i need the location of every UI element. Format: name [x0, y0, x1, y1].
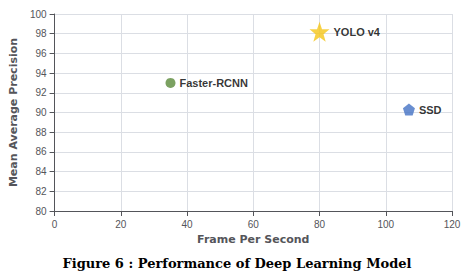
svg-text:92: 92	[35, 87, 47, 98]
svg-text:0: 0	[52, 219, 58, 230]
svg-text:82: 82	[35, 186, 47, 197]
svg-text:20: 20	[115, 219, 127, 230]
svg-text:96: 96	[35, 48, 47, 59]
svg-text:Faster-RCNN: Faster-RCNN	[179, 77, 248, 89]
svg-text:60: 60	[248, 219, 260, 230]
svg-text:94: 94	[35, 68, 47, 79]
svg-text:100: 100	[377, 219, 394, 230]
svg-text:100: 100	[30, 9, 47, 20]
svg-text:80: 80	[314, 219, 326, 230]
svg-text:Figure 6 : Performance of Deep: Figure 6 : Performance of Deep Learning …	[63, 256, 412, 271]
svg-text:SSD: SSD	[419, 104, 442, 116]
svg-text:120: 120	[444, 219, 461, 230]
svg-text:98: 98	[35, 28, 47, 39]
svg-text:80: 80	[35, 206, 47, 217]
svg-text:Frame Per Second: Frame Per Second	[197, 233, 309, 246]
svg-text:Mean Average Precision: Mean Average Precision	[7, 38, 20, 187]
svg-text:86: 86	[35, 146, 47, 157]
svg-text:90: 90	[35, 107, 47, 118]
svg-text:88: 88	[35, 127, 47, 138]
svg-text:84: 84	[35, 166, 47, 177]
svg-text:40: 40	[181, 219, 193, 230]
svg-text:YOLO v4: YOLO v4	[334, 26, 381, 38]
